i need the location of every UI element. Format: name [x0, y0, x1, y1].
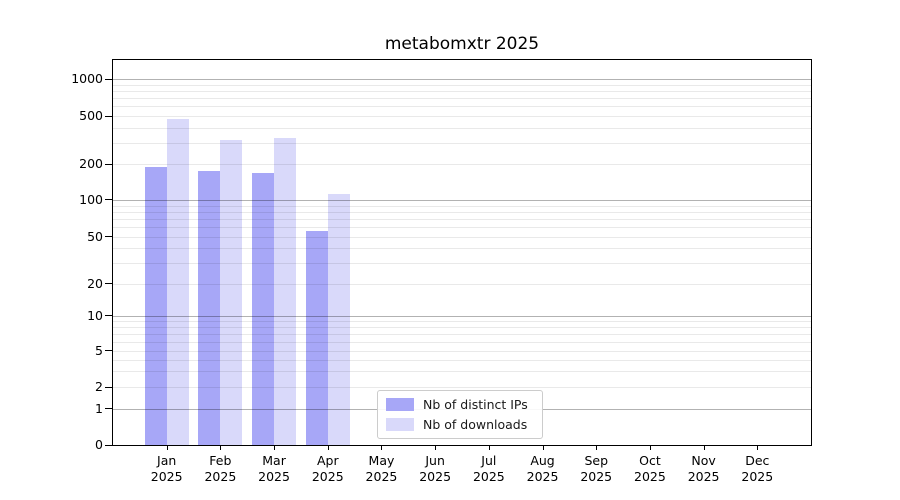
x-tick-label-jun: Jun 2025	[419, 453, 452, 484]
gridline-minor-700	[113, 98, 811, 100]
gridline-minor-300	[113, 143, 811, 145]
x-tick-mark-jun	[435, 445, 437, 450]
x-tick-label-sep: Sep 2025	[580, 453, 613, 484]
gridline-major-1000	[113, 79, 811, 81]
bar-distinct-ips-apr	[305, 230, 328, 445]
y-tick-label-20: 20	[87, 275, 103, 291]
y-tick-label-1000: 1000	[71, 71, 103, 87]
x-tick-mark-jan	[166, 445, 168, 450]
x-tick-mark-oct	[649, 445, 651, 450]
y-tick-mark-100	[105, 199, 112, 201]
x-tick-label-nov: Nov 2025	[687, 453, 720, 484]
legend-label-downloads: Nb of downloads	[423, 417, 528, 432]
y-tick-label-5: 5	[95, 342, 103, 358]
y-tick-label-500: 500	[79, 108, 103, 124]
y-tick-mark-200	[105, 163, 112, 165]
y-tick-mark-500	[105, 115, 112, 117]
x-tick-label-feb: Feb 2025	[204, 453, 237, 484]
y-tick-mark-5	[105, 350, 112, 352]
bar-downloads-jan	[166, 119, 189, 445]
x-tick-label-jul: Jul 2025	[472, 453, 505, 484]
gridline-minor-400	[113, 127, 811, 129]
y-tick-label-50: 50	[87, 228, 103, 244]
x-tick-label-may: May 2025	[365, 453, 398, 484]
x-tick-label-dec: Dec 2025	[741, 453, 774, 484]
y-tick-label-100: 100	[79, 191, 103, 207]
gridline-minor-600	[113, 106, 811, 108]
gridline-minor-800	[113, 90, 811, 92]
x-tick-mark-mar	[274, 445, 276, 450]
x-tick-label-apr: Apr 2025	[311, 453, 344, 484]
legend-item-distinct-ips: Nb of distinct IPs	[386, 397, 534, 412]
legend-label-distinct-ips: Nb of distinct IPs	[423, 397, 528, 412]
x-tick-mark-aug	[542, 445, 544, 450]
y-tick-mark-2	[105, 386, 112, 388]
gridline-minor-200	[113, 164, 811, 166]
y-tick-label-200: 200	[79, 156, 103, 172]
y-tick-label-10: 10	[87, 307, 103, 323]
bar-downloads-apr	[327, 193, 350, 445]
x-tick-label-jan: Jan 2025	[150, 453, 183, 484]
y-tick-mark-1000	[105, 78, 112, 80]
gridline-minor-500	[113, 116, 811, 118]
chart-title: metabomxtr 2025	[384, 34, 540, 54]
x-tick-mark-dec	[757, 445, 759, 450]
y-tick-mark-1	[105, 408, 112, 410]
legend-item-downloads: Nb of downloads	[386, 417, 534, 432]
bar-downloads-mar	[274, 137, 297, 445]
x-tick-label-aug: Aug 2025	[526, 453, 559, 484]
gridline-minor-900	[113, 84, 811, 86]
bar-downloads-feb	[220, 139, 243, 445]
x-tick-mark-sep	[596, 445, 598, 450]
y-tick-mark-0	[105, 444, 112, 446]
x-tick-label-mar: Mar 2025	[258, 453, 290, 484]
x-tick-mark-jul	[488, 445, 490, 450]
y-tick-label-2: 2	[95, 379, 103, 395]
y-tick-label-0: 0	[95, 437, 103, 452]
bar-distinct-ips-feb	[198, 171, 221, 445]
bar-distinct-ips-jan	[144, 167, 167, 445]
legend-swatch-downloads	[386, 418, 414, 431]
legend-swatch-distinct-ips	[386, 398, 414, 411]
y-tick-mark-50	[105, 236, 112, 238]
x-tick-mark-may	[381, 445, 383, 450]
y-tick-label-1: 1	[95, 400, 103, 416]
y-tick-mark-20	[105, 283, 112, 285]
y-tick-mark-10	[105, 315, 112, 317]
x-tick-label-oct: Oct 2025	[634, 453, 666, 484]
x-tick-mark-feb	[220, 445, 222, 450]
bar-distinct-ips-mar	[252, 173, 275, 445]
legend: Nb of distinct IPs Nb of downloads	[377, 390, 543, 439]
x-tick-mark-nov	[703, 445, 705, 450]
plot-area: 0 1 2 5 10 20 50 100 200 500 1000 Jan 2025 Feb 2025…	[71, 59, 812, 484]
x-tick-mark-apr	[327, 445, 329, 450]
